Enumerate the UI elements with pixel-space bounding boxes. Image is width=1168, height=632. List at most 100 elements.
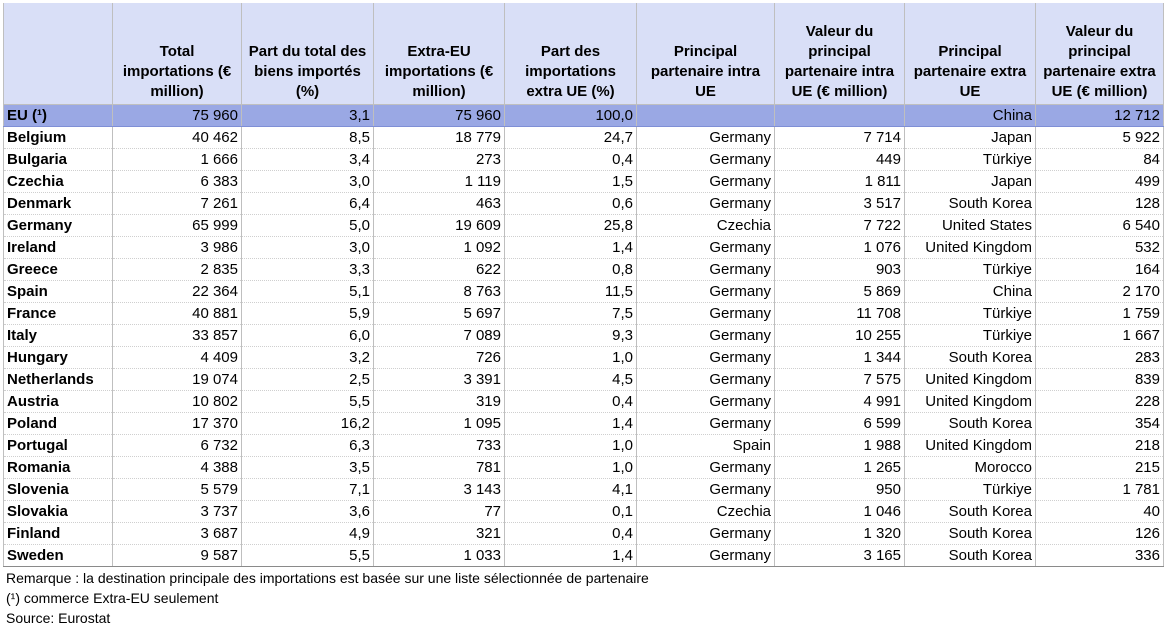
total-imports-cell: 6 732 <box>112 434 242 457</box>
extra-partner-cell: South Korea <box>904 346 1036 369</box>
table-row: Spain 22 364 5,1 8 763 11,5 Germany 5 869 China… <box>3 280 1164 303</box>
extra-eu-imports-cell: 1 033 <box>373 544 505 567</box>
extra-partner-cell: United Kingdom <box>904 390 1036 413</box>
share-total-cell: 3,3 <box>241 258 374 281</box>
share-total-cell: 3,1 <box>241 104 374 127</box>
share-extra-eu-cell: 25,8 <box>504 214 637 237</box>
share-extra-eu-cell: 1,0 <box>504 456 637 479</box>
extra-eu-imports-cell: 19 609 <box>373 214 505 237</box>
table-row: Romania 4 388 3,5 781 1,0 Germany 1 265 Morocco… <box>3 456 1164 479</box>
row-name: Czechia <box>3 170 113 193</box>
total-imports-cell: 2 835 <box>112 258 242 281</box>
intra-value-cell: 449 <box>774 148 905 171</box>
row-name: France <box>3 302 113 325</box>
table-row: Austria 10 802 5,5 319 0,4 Germany 4 991 United… <box>3 390 1164 413</box>
intra-partner-cell: Germany <box>636 544 775 567</box>
extra-partner-cell: South Korea <box>904 544 1036 567</box>
extra-partner-cell: United Kingdom <box>904 368 1036 391</box>
row-name: Romania <box>3 456 113 479</box>
intra-value-cell: 903 <box>774 258 905 281</box>
table-row: Sweden 9 587 5,5 1 033 1,4 Germany 3 165 South … <box>3 544 1164 567</box>
extra-value-cell: 228 <box>1035 390 1164 413</box>
table-row: Finland 3 687 4,9 321 0,4 Germany 1 320 South K… <box>3 522 1164 545</box>
extra-value-cell: 283 <box>1035 346 1164 369</box>
intra-value-cell: 7 714 <box>774 126 905 149</box>
extra-value-cell: 84 <box>1035 148 1164 171</box>
table-row: Ireland 3 986 3,0 1 092 1,4 Germany 1 076 Unite… <box>3 236 1164 259</box>
extra-value-cell: 40 <box>1035 500 1164 523</box>
extra-partner-cell: Türkiye <box>904 302 1036 325</box>
intra-value-cell: 1 344 <box>774 346 905 369</box>
extra-eu-imports-cell: 18 779 <box>373 126 505 149</box>
imports-table-container: Total importations (€ million) Part du t… <box>3 3 1164 628</box>
header-main-intra-value: Valeur du principal partenaire intra UE … <box>774 3 905 105</box>
header-share-extra-eu: Part des importations extra UE (%) <box>504 3 637 105</box>
total-imports-cell: 75 960 <box>112 104 242 127</box>
extra-value-cell: 839 <box>1035 368 1164 391</box>
intra-partner-cell: Germany <box>636 324 775 347</box>
table-row: Czechia 6 383 3,0 1 119 1,5 Germany 1 811 Japan… <box>3 170 1164 193</box>
extra-partner-cell: China <box>904 104 1036 127</box>
row-name: Finland <box>3 522 113 545</box>
intra-value-cell <box>774 104 905 127</box>
extra-value-cell: 499 <box>1035 170 1164 193</box>
share-total-cell: 8,5 <box>241 126 374 149</box>
intra-partner-cell: Germany <box>636 368 775 391</box>
header-main-extra-value: Valeur du principal partenaire extra UE … <box>1035 3 1164 105</box>
share-total-cell: 6,3 <box>241 434 374 457</box>
share-total-cell: 5,9 <box>241 302 374 325</box>
intra-value-cell: 3 517 <box>774 192 905 215</box>
intra-value-cell: 7 575 <box>774 368 905 391</box>
row-name: Portugal <box>3 434 113 457</box>
total-imports-cell: 19 074 <box>112 368 242 391</box>
total-imports-cell: 3 687 <box>112 522 242 545</box>
intra-partner-cell: Czechia <box>636 500 775 523</box>
table-row: Italy 33 857 6,0 7 089 9,3 Germany 10 255 Türki… <box>3 324 1164 347</box>
extra-partner-cell: Türkiye <box>904 148 1036 171</box>
intra-value-cell: 11 708 <box>774 302 905 325</box>
intra-partner-cell: Germany <box>636 170 775 193</box>
row-name: Bulgaria <box>3 148 113 171</box>
footer-note: Remarque : la destination principale des… <box>6 570 649 586</box>
extra-eu-imports-cell: 75 960 <box>373 104 505 127</box>
share-total-cell: 3,2 <box>241 346 374 369</box>
share-extra-eu-cell: 0,4 <box>504 390 637 413</box>
table-row: Belgium 40 462 8,5 18 779 24,7 Germany 7 714 Ja… <box>3 126 1164 149</box>
total-imports-cell: 17 370 <box>112 412 242 435</box>
row-name: EU (¹) <box>3 104 113 127</box>
table-row: Poland 17 370 16,2 1 095 1,4 Germany 6 599 Sout… <box>3 412 1164 435</box>
extra-partner-cell: South Korea <box>904 412 1036 435</box>
row-name: Poland <box>3 412 113 435</box>
table-row: Portugal 6 732 6,3 733 1,0 Spain 1 988 United K… <box>3 434 1164 457</box>
share-extra-eu-cell: 0,6 <box>504 192 637 215</box>
extra-eu-imports-cell: 726 <box>373 346 505 369</box>
total-imports-cell: 40 462 <box>112 126 242 149</box>
share-extra-eu-cell: 100,0 <box>504 104 637 127</box>
intra-partner-cell: Germany <box>636 148 775 171</box>
intra-value-cell: 7 722 <box>774 214 905 237</box>
extra-eu-imports-cell: 781 <box>373 456 505 479</box>
extra-value-cell: 1 667 <box>1035 324 1164 347</box>
intra-partner-cell: Germany <box>636 478 775 501</box>
extra-eu-imports-cell: 5 697 <box>373 302 505 325</box>
extra-partner-cell: Türkiye <box>904 258 1036 281</box>
row-name: Ireland <box>3 236 113 259</box>
total-imports-cell: 1 666 <box>112 148 242 171</box>
extra-value-cell: 336 <box>1035 544 1164 567</box>
table-row: Greece 2 835 3,3 622 0,8 Germany 903 Türkiye 164 <box>3 258 1164 281</box>
row-name: Sweden <box>3 544 113 567</box>
row-name: Germany <box>3 214 113 237</box>
extra-value-cell: 5 922 <box>1035 126 1164 149</box>
table-row: Germany 65 999 5,0 19 609 25,8 Czechia 7 722 Un… <box>3 214 1164 237</box>
intra-partner-cell: Germany <box>636 258 775 281</box>
table-row: Slovenia 5 579 7,1 3 143 4,1 Germany 950 Türkiy… <box>3 478 1164 501</box>
table-row: Slovakia 3 737 3,6 77 0,1 Czechia 1 046 South K… <box>3 500 1164 523</box>
extra-value-cell: 215 <box>1035 456 1164 479</box>
intra-value-cell: 1 046 <box>774 500 905 523</box>
total-imports-cell: 33 857 <box>112 324 242 347</box>
intra-value-cell: 6 599 <box>774 412 905 435</box>
share-total-cell: 5,5 <box>241 390 374 413</box>
extra-partner-cell: South Korea <box>904 192 1036 215</box>
extra-value-cell: 12 712 <box>1035 104 1164 127</box>
header-main-intra-partner: Principal partenaire intra UE <box>636 3 775 105</box>
